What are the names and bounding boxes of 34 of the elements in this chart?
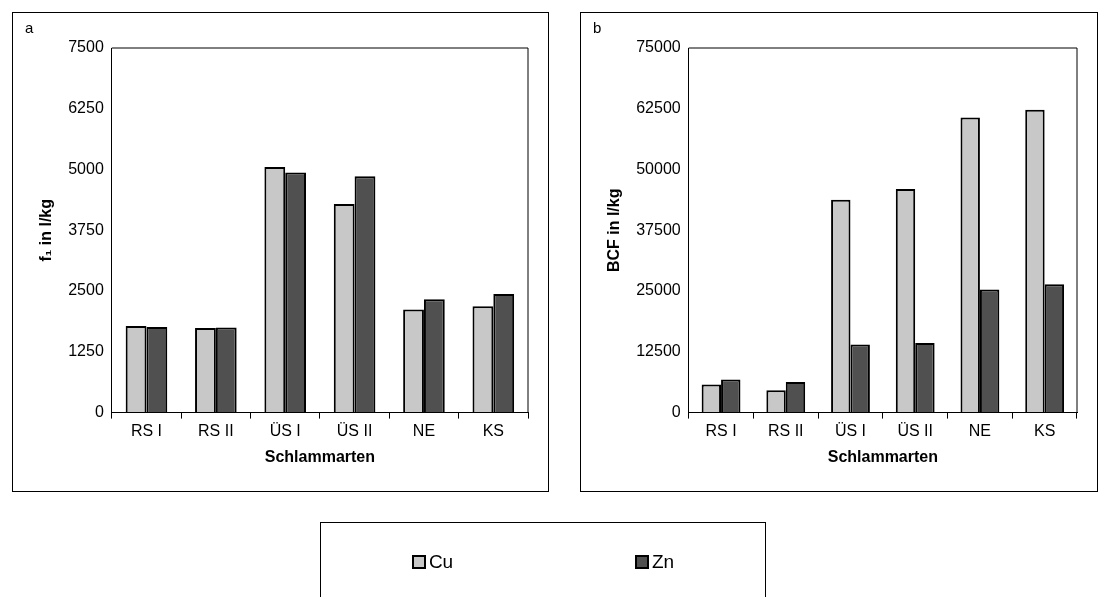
y-tick-label: 0 (671, 403, 681, 421)
legend-label: Zn (651, 551, 675, 573)
y-tick-label: 12500 (636, 342, 681, 360)
y-tick-label: 5000 (68, 159, 104, 177)
x-tick-label: RS II (767, 421, 804, 439)
y-tick-label: 2500 (68, 281, 104, 299)
text: a (25, 18, 34, 36)
y-tick-label: 25000 (636, 281, 681, 299)
y-tick-label: 75000 (636, 38, 681, 56)
y-tick-label: 7500 (68, 38, 104, 56)
legend-label: Cu (428, 551, 454, 573)
text: b (593, 18, 602, 36)
y-tick-label: 1250 (68, 342, 104, 360)
x-tick-label: NE (412, 421, 436, 439)
y-tick-label: 6250 (68, 99, 104, 117)
x-axis-title: Schlammarten (264, 447, 376, 465)
y-axis-title: f₁ in l/kg (37, 198, 55, 262)
x-tick-label: ÜS I (269, 421, 301, 439)
x-tick-label: KS (1033, 421, 1056, 439)
y-tick-label: 3750 (68, 220, 104, 238)
x-tick-label: RS I (705, 421, 737, 439)
y-axis-title: BCF in l/kg (605, 188, 623, 273)
y-tick-label: 50000 (636, 159, 681, 177)
x-tick-label: ÜS I (834, 421, 867, 439)
x-tick-label: NE (968, 421, 992, 439)
y-tick-label: 37500 (636, 220, 681, 238)
x-tick-label: ÜS II (897, 421, 933, 439)
x-axis-title: Schlammarten (827, 447, 938, 465)
x-tick-label: RS II (198, 421, 234, 439)
y-tick-label: 0 (94, 403, 104, 421)
x-tick-label: RS I (130, 421, 163, 439)
x-tick-label: ÜS II (336, 421, 373, 439)
y-tick-label: 62500 (636, 99, 681, 117)
x-tick-label: KS (482, 421, 504, 439)
